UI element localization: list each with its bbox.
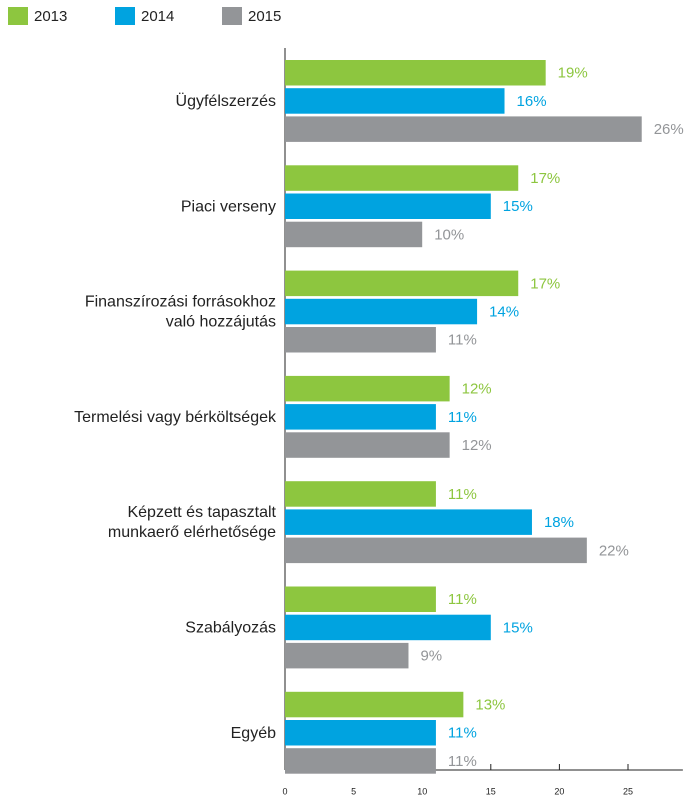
bar <box>285 116 642 142</box>
bar <box>285 614 491 641</box>
bar <box>285 432 450 458</box>
bar <box>285 642 409 669</box>
bar <box>285 193 491 219</box>
bar <box>285 481 436 507</box>
category-label: Képzett és tapasztalt munkaerő elérhetősé… <box>108 504 277 541</box>
category-label: Termelési vagy bérköltségek <box>74 409 277 426</box>
category-label: Egyéb <box>231 725 276 742</box>
value-label: 13% <box>475 697 505 714</box>
category-label: Piaci verseny <box>181 198 276 215</box>
legend-label: 2013 <box>34 8 67 25</box>
legend-label: 2014 <box>141 8 174 25</box>
category-label: Szabályozás <box>185 620 276 637</box>
value-label: 18% <box>544 514 574 531</box>
legend-label: 2015 <box>248 8 281 25</box>
bar <box>285 270 519 297</box>
bar <box>285 375 450 402</box>
bar <box>285 691 464 718</box>
category-label: Finanszírozási forrásokhoz való hozzájutá… <box>85 294 276 331</box>
bar <box>285 586 436 612</box>
x-tick-label: 0 <box>282 786 287 796</box>
bar <box>285 60 546 86</box>
bar <box>285 221 423 248</box>
x-tick-label: 25 <box>623 786 633 796</box>
value-label: 15% <box>503 198 533 215</box>
legend-swatch <box>222 7 242 25</box>
x-tick-label: 10 <box>417 786 427 796</box>
x-tick-label: 20 <box>554 786 564 796</box>
bar <box>285 327 436 353</box>
bar <box>285 720 436 746</box>
value-label: 11% <box>448 591 477 608</box>
value-label: 17% <box>530 170 560 187</box>
bar <box>285 404 436 430</box>
value-label: 9% <box>420 648 442 665</box>
value-label: 11% <box>448 486 477 503</box>
legend-swatch <box>115 7 135 25</box>
value-label: 11% <box>448 332 477 349</box>
bar <box>285 88 505 114</box>
bar <box>285 165 519 191</box>
value-label: 10% <box>434 226 464 243</box>
bar <box>285 748 436 774</box>
bar <box>285 509 532 535</box>
bar <box>285 537 587 564</box>
x-tick-label: 5 <box>351 786 356 796</box>
category-label: Ügyfélszerzés <box>176 92 276 110</box>
value-label: 14% <box>489 304 519 321</box>
value-label: 12% <box>462 381 492 398</box>
value-label: 11% <box>448 753 477 770</box>
legend-swatch <box>8 7 28 25</box>
value-label: 11% <box>448 725 477 742</box>
value-label: 16% <box>517 93 547 110</box>
value-label: 17% <box>530 275 560 292</box>
value-label: 19% <box>558 65 588 82</box>
bar <box>285 298 478 325</box>
value-label: 12% <box>462 437 492 454</box>
value-label: 22% <box>599 542 629 559</box>
x-tick-label: 15 <box>486 786 496 796</box>
value-label: 11% <box>448 409 477 426</box>
value-label: 15% <box>503 619 533 636</box>
value-label: 26% <box>654 121 684 138</box>
